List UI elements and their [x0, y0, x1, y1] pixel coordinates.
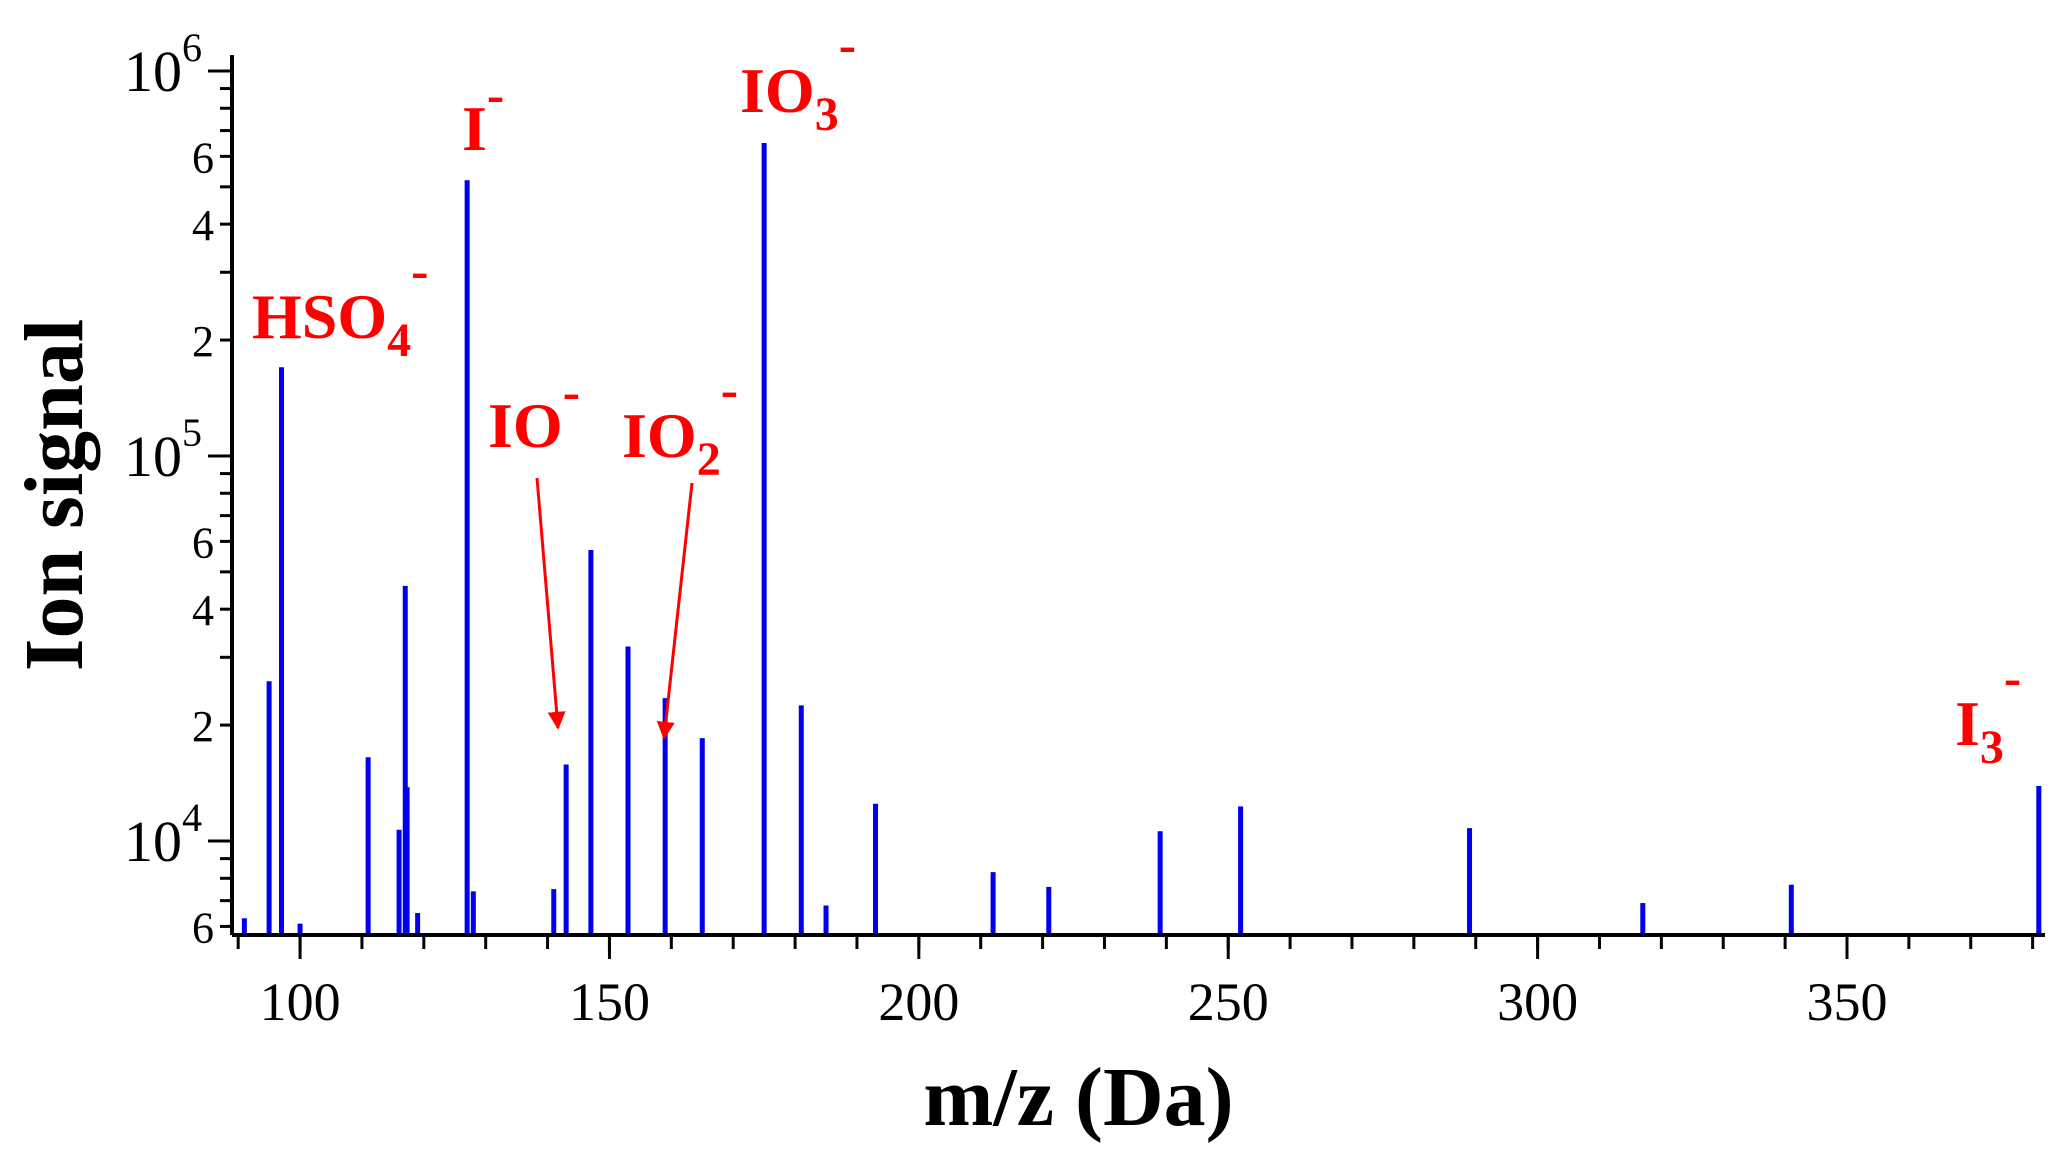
x-tick-label: 200: [878, 972, 959, 1032]
peak-label-i3: I3-: [1955, 650, 2021, 774]
annotation-arrow-io2: [656, 482, 694, 740]
x-tick-label: 350: [1806, 972, 1887, 1032]
x-tick-label: 150: [569, 972, 650, 1032]
x-axis-label: m/z (Da): [923, 1051, 1233, 1144]
y-axis-label: Ion signal: [8, 319, 101, 672]
peak-label-io2: IO2-: [622, 362, 738, 486]
y-minor-tick-label: 6: [192, 903, 214, 952]
x-tick-label: 100: [260, 972, 341, 1032]
y-decade-tick-label: 105: [124, 410, 202, 489]
y-decade-tick-label: 104: [124, 795, 202, 874]
y-decade-tick-label: 106: [124, 25, 202, 104]
x-tick-label: 250: [1188, 972, 1269, 1032]
peak-label-i: I-: [462, 67, 504, 164]
y-minor-tick-label: 2: [192, 702, 214, 751]
y-minor-tick-label: 6: [192, 518, 214, 567]
y-minor-tick-label: 2: [192, 317, 214, 366]
y-minor-tick-label: 6: [192, 133, 214, 182]
annotation-arrow-io: [535, 477, 566, 730]
y-minor-tick-label: 4: [192, 586, 214, 635]
peak-label-io3: IO3-: [740, 17, 856, 141]
peak-label-io: IO-: [488, 364, 580, 461]
y-minor-tick-label: 4: [192, 201, 214, 250]
x-tick-label: 300: [1497, 972, 1578, 1032]
peak-label-hso4: HSO4-: [252, 243, 428, 367]
